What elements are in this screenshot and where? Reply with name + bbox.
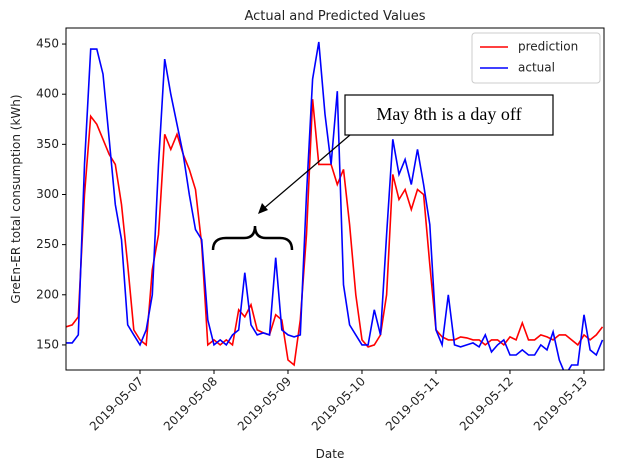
annotation: May 8th is a day off [211,94,554,251]
legend-box [471,32,601,84]
annotation-box [344,94,554,136]
axes-frame [65,27,605,371]
x-tick-label: 2019-05-08 [161,374,220,433]
x-tick-label: 2019-05-09 [235,374,294,433]
x-tick-label: 2019-05-10 [309,374,368,433]
y-tick-label: 350 [36,137,59,151]
y-axis-label: GreEn-ER total consumption (kWh) [9,94,23,303]
x-tick-label: 2019-05-11 [383,374,442,433]
series-line [66,99,604,367]
y-tick-label: 300 [36,187,59,201]
y-tick-label: 150 [36,337,59,351]
y-tick-label: 400 [36,87,59,101]
plot-area [66,41,604,370]
x-tick-label: 2019-05-12 [457,374,516,433]
legend: prediction actual [471,32,601,84]
x-tick-label: 2019-05-07 [87,374,146,433]
y-tick-label: 200 [36,287,59,301]
arrow-head [258,203,268,214]
annotation-arrow [261,134,351,211]
series-line [66,41,604,370]
brace [211,225,294,251]
x-tick-label: 2019-05-13 [531,374,590,433]
x-axis-label: Date [316,447,345,461]
legend-label: prediction [518,40,578,54]
y-tick-label: 250 [36,237,59,251]
annotation-text: May 8th is a day off [376,104,521,124]
legend-label: actual [518,61,555,75]
chart-title: Actual and Predicted Values [244,9,425,24]
y-tick-label: 450 [36,37,59,51]
